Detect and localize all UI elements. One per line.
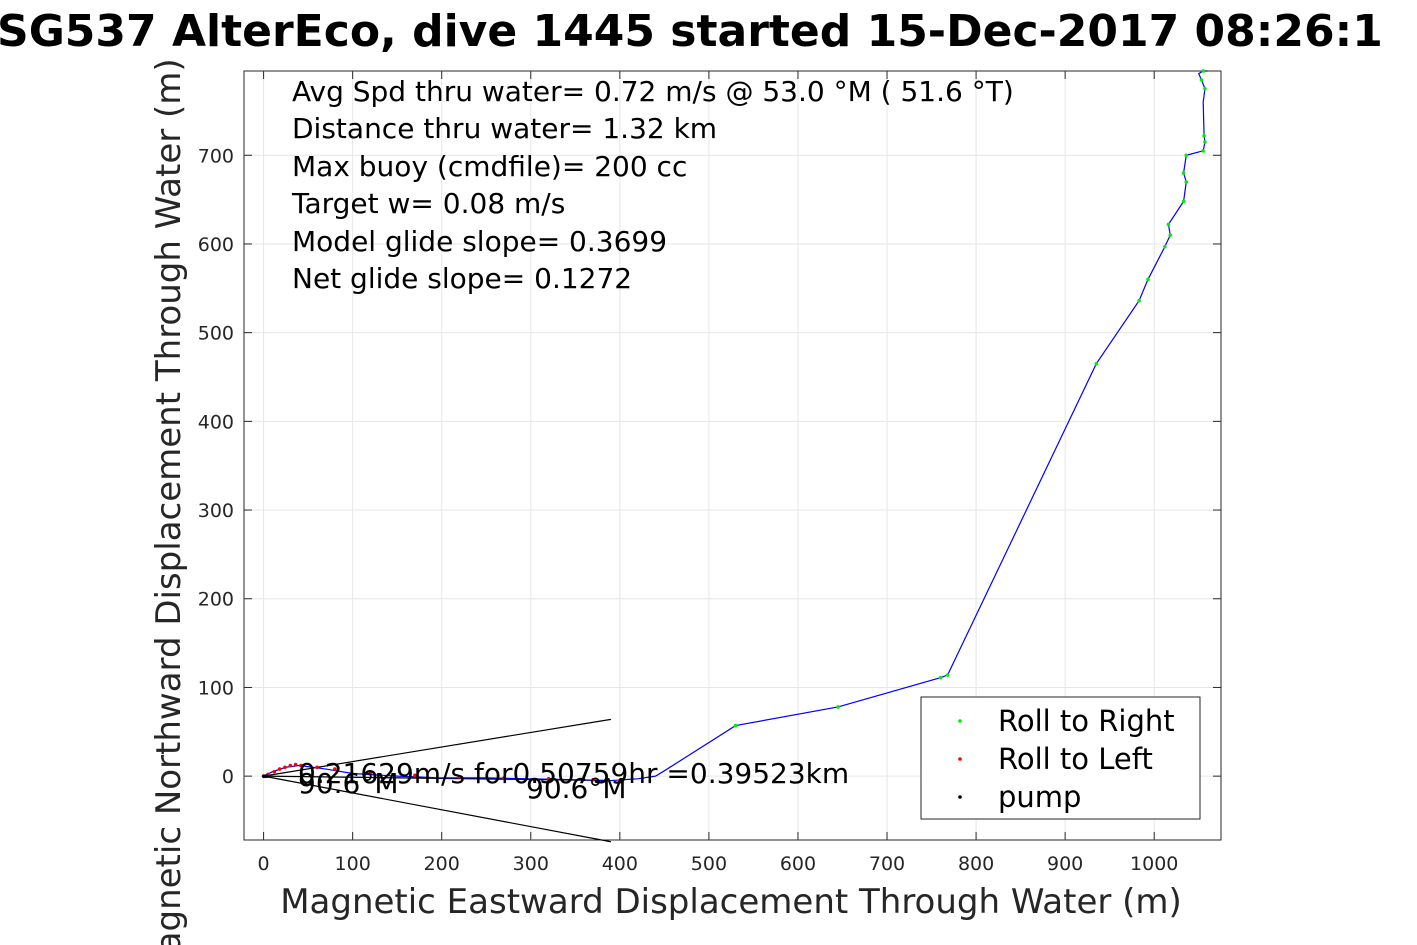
marker-roll-to-left xyxy=(272,769,277,774)
marker-roll-to-right xyxy=(733,723,738,728)
stats-block: Avg Spd thru water= 0.72 m/s @ 53.0 °M (… xyxy=(291,75,1014,295)
x-tick-label: 600 xyxy=(780,853,816,875)
stat-max-buoy: Max buoy (cmdfile)= 200 cc xyxy=(292,150,687,183)
y-tick-label: 700 xyxy=(198,145,234,167)
marker-roll-to-right xyxy=(1201,149,1205,153)
marker-roll-to-right xyxy=(1199,78,1204,82)
marker-roll-to-left xyxy=(591,777,595,782)
marker-roll-to-right xyxy=(945,673,950,677)
marker-roll-to-left xyxy=(333,767,337,771)
x-tick-label: 1000 xyxy=(1130,853,1178,875)
heading-start-annotation: 90.6°M xyxy=(298,767,399,800)
marker-roll-to-left xyxy=(277,767,282,771)
stat-net-glide: Net glide slope= 0.1272 xyxy=(292,262,632,295)
x-tick-label: 800 xyxy=(958,853,994,875)
x-axis-label: Magnetic Eastward Displacement Through W… xyxy=(280,882,1182,922)
legend-marker-pump xyxy=(958,795,962,799)
marker-roll-to-right xyxy=(1163,244,1167,249)
legend-label-roll-left: Roll to Left xyxy=(998,742,1153,776)
x-tick-label: 700 xyxy=(869,853,905,875)
x-tick-label: 200 xyxy=(424,853,460,875)
marker-roll-to-left xyxy=(546,776,551,781)
x-tick-label: 900 xyxy=(1047,853,1083,875)
marker-pump xyxy=(265,774,269,778)
marker-roll-to-right xyxy=(1166,222,1171,227)
marker-roll-to-right xyxy=(1181,199,1186,204)
x-tick-label: 0 xyxy=(258,853,270,875)
marker-roll-to-left xyxy=(502,776,506,780)
y-tick-label: 300 xyxy=(198,500,234,522)
marker-roll-to-right xyxy=(1184,153,1189,158)
stat-distance: Distance thru water= 1.32 km xyxy=(292,112,717,145)
stat-model-glide: Model glide slope= 0.3699 xyxy=(292,225,667,258)
marker-layer xyxy=(261,69,1207,783)
marker-roll-to-right xyxy=(1146,277,1150,282)
y-axis-ticks: 0 100 200 300 400 500 600 700 xyxy=(198,145,1221,788)
y-tick-label: 200 xyxy=(198,589,234,611)
legend-marker-roll-right xyxy=(958,719,962,723)
marker-roll-to-left xyxy=(293,762,298,767)
y-axis-label: Magnetic Northward Displacement Through … xyxy=(149,58,189,945)
y-tick-label: 400 xyxy=(198,411,234,433)
marker-roll-to-right xyxy=(1203,86,1207,91)
legend-box xyxy=(920,696,1201,820)
current-annotation: 0.21629m/s for0.50759hr =0.39523km xyxy=(298,757,849,790)
marker-roll-to-left xyxy=(413,773,417,778)
legend-label-roll-right: Roll to Right xyxy=(998,704,1175,738)
y-tick-label: 100 xyxy=(198,677,234,699)
marker-roll-to-right xyxy=(1094,361,1099,366)
heading-cone-line xyxy=(263,718,612,777)
y-tick-label: 600 xyxy=(198,234,234,256)
stat-avg-speed: Avg Spd thru water= 0.72 m/s @ 53.0 °M (… xyxy=(292,75,1014,108)
x-tick-label: 400 xyxy=(602,853,638,875)
marker-roll-to-left xyxy=(368,770,373,775)
marker-roll-to-right xyxy=(1202,133,1206,138)
x-tick-label: 100 xyxy=(335,853,371,875)
x-tick-label: 300 xyxy=(513,853,549,875)
heading-cone-line xyxy=(263,775,612,843)
marker-roll-to-left xyxy=(618,778,622,783)
marker-roll-to-left xyxy=(299,763,303,768)
marker-roll-to-left xyxy=(457,775,462,779)
marker-roll-to-left xyxy=(283,765,287,770)
x-axis-ticks: 0 100 200 300 400 500 600 700 800 900 1000 xyxy=(258,71,1178,875)
marker-roll-to-right xyxy=(1184,180,1189,184)
marker-roll-to-left xyxy=(288,763,293,768)
stat-target-w: Target w= 0.08 m/s xyxy=(291,187,565,220)
y-tick-label: 500 xyxy=(198,323,234,345)
legend-marker-roll-left xyxy=(958,757,962,761)
marker-roll-to-right xyxy=(836,705,840,709)
marker-roll-to-right xyxy=(1181,171,1186,175)
heading-end-annotation: 90.6°M xyxy=(526,772,627,805)
legend: Roll to Right Roll to Left pump xyxy=(920,696,1201,820)
chart-title: SG537 AlterEco, dive 1445 started 15-Dec… xyxy=(0,6,1383,57)
marker-roll-to-right xyxy=(1168,233,1173,237)
x-tick-label: 500 xyxy=(691,853,727,875)
marker-roll-to-right xyxy=(1201,69,1205,73)
marker-roll-to-left xyxy=(315,765,319,770)
marker-roll-to-right xyxy=(938,675,943,680)
marker-roll-to-right xyxy=(1203,140,1207,144)
marker-roll-to-right xyxy=(1137,298,1141,303)
grid xyxy=(244,71,1221,840)
legend-label-pump: pump xyxy=(998,780,1081,814)
y-tick-label: 0 xyxy=(222,766,234,788)
